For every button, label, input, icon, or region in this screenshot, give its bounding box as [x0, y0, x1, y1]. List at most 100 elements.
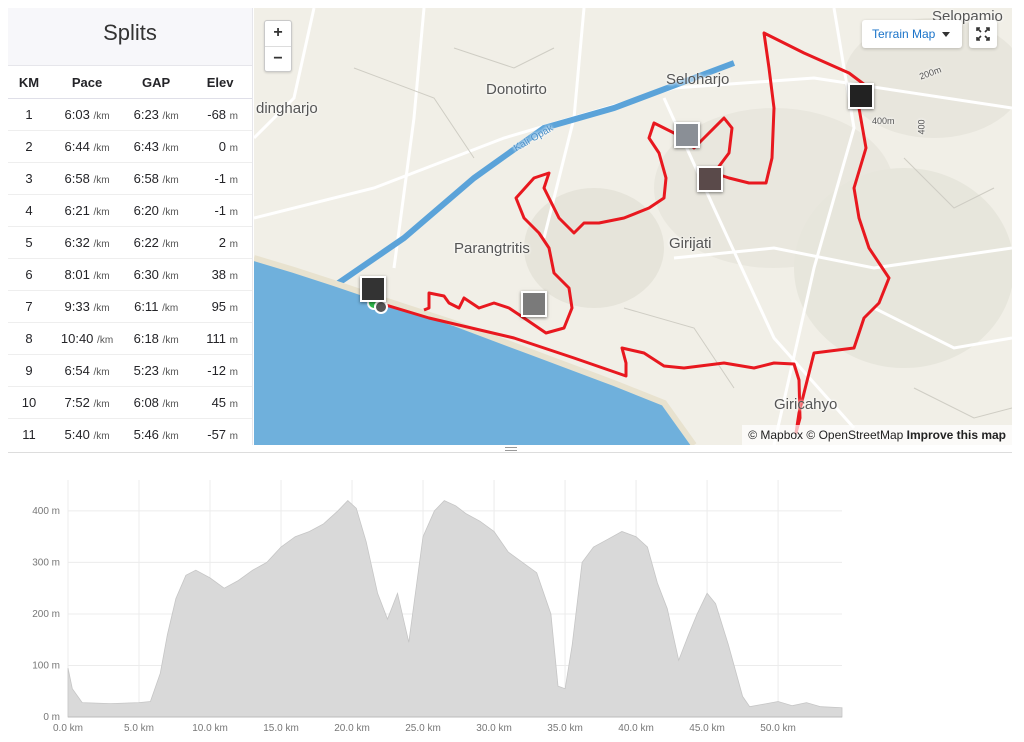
contour-label: 400 — [916, 119, 927, 135]
contour-label: 400m — [872, 116, 895, 126]
split-elev: -1 m — [188, 194, 252, 227]
split-row[interactable]: 3 6:58 /km 6:58 /km -1 m — [8, 162, 252, 195]
split-gap-value: 6:20 — [133, 203, 159, 218]
photo-thumbnail[interactable] — [697, 166, 723, 192]
split-pace-unit: /km — [93, 399, 110, 410]
split-km: 10 — [8, 386, 50, 419]
split-pace-value: 6:32 — [64, 235, 90, 250]
split-km-value: 11 — [22, 427, 36, 442]
split-row[interactable]: 5 6:32 /km 6:22 /km 2 m — [8, 226, 252, 259]
split-km: 7 — [8, 290, 50, 323]
split-elev-value: 2 — [218, 235, 227, 250]
x-tick-label: 25.0 km — [405, 723, 441, 734]
split-elev: 0 m — [188, 130, 252, 163]
split-elev: 95 m — [188, 290, 252, 323]
split-row[interactable]: 7 9:33 /km 6:11 /km 95 m — [8, 290, 252, 323]
split-elev-unit: m — [229, 303, 238, 314]
photo-thumbnail[interactable] — [848, 83, 874, 109]
split-pace-value: 6:58 — [64, 171, 90, 186]
split-pace-unit: /km — [93, 111, 110, 122]
elevation-chart[interactable]: 0 m 100 m 200 m 300 m 400 m 0.0 km 5.0 km 10.0… — [0, 455, 1024, 742]
split-gap-unit: /km — [162, 399, 179, 410]
map-type-label: Terrain Map — [872, 27, 936, 41]
split-km-value: 2 — [25, 139, 33, 154]
split-row[interactable]: 2 6:44 /km 6:43 /km 0 m — [8, 130, 252, 163]
split-pace: 6:44 /km — [50, 130, 125, 163]
split-gap-value: 6:08 — [133, 395, 159, 410]
split-km-value: 10 — [21, 395, 37, 410]
mapbox-attribution-link[interactable]: © Mapbox — [748, 428, 804, 442]
split-km: 2 — [8, 130, 50, 163]
split-km-value: 6 — [25, 267, 33, 282]
x-tick-label: 10.0 km — [192, 723, 228, 734]
osm-attribution-link[interactable]: © OpenStreetMap — [806, 428, 904, 442]
splits-panel: Splits KM Pace GAP Elev 1 6:03 /km 6:23 /k… — [8, 8, 253, 445]
split-km-value: 4 — [25, 203, 33, 218]
photo-thumbnail[interactable] — [521, 291, 547, 317]
split-pace-value: 6:03 — [64, 107, 90, 122]
split-gap-value: 6:22 — [133, 235, 159, 250]
split-elev-unit: m — [229, 239, 238, 250]
split-gap: 5:46 /km — [124, 418, 189, 445]
zoom-in-button[interactable]: + — [265, 21, 291, 47]
x-tick-label: 35.0 km — [547, 723, 583, 734]
zoom-controls: + − — [264, 20, 292, 72]
splits-title: Splits — [8, 8, 252, 66]
split-row[interactable]: 8 10:40 /km 6:18 /km 111 m — [8, 322, 252, 355]
split-pace-unit: /km — [93, 431, 110, 442]
split-gap-unit: /km — [162, 207, 179, 218]
elevation-area — [67, 500, 843, 718]
y-axis: 0 m 100 m 200 m 300 m 400 m — [32, 506, 60, 723]
map-type-dropdown[interactable]: Terrain Map — [862, 20, 962, 48]
split-pace-unit: /km — [97, 335, 114, 346]
split-elev-value: -1 — [214, 203, 227, 218]
panel-resize-handle[interactable] — [505, 447, 517, 453]
split-row[interactable]: 11 5:40 /km 5:46 /km -57 m — [8, 418, 252, 445]
y-tick-label: 200 m — [32, 609, 60, 620]
split-elev-unit: m — [229, 399, 238, 410]
fullscreen-button[interactable] — [969, 20, 997, 48]
split-row[interactable]: 4 6:21 /km 6:20 /km -1 m — [8, 194, 252, 227]
x-tick-label: 5.0 km — [124, 723, 154, 734]
split-elev-value: 45 — [211, 395, 227, 410]
split-pace: 9:33 /km — [50, 290, 125, 323]
split-km: 6 — [8, 258, 50, 291]
split-elev-value: -68 — [207, 107, 227, 122]
place-label: Giricahyo — [774, 396, 838, 413]
x-tick-label: 20.0 km — [334, 723, 370, 734]
split-row[interactable]: 9 6:54 /km 5:23 /km -12 m — [8, 354, 252, 387]
split-gap: 6:23 /km — [124, 98, 189, 131]
split-gap: 6:18 /km — [124, 322, 189, 355]
route-map[interactable]: Selopamio Donotirto Seloharjo Parangtrit… — [254, 8, 1012, 445]
photo-thumbnail[interactable] — [674, 122, 700, 148]
split-gap-unit: /km — [162, 175, 179, 186]
split-pace-value: 6:21 — [64, 203, 90, 218]
split-gap-value: 6:23 — [133, 107, 159, 122]
split-row[interactable]: 6 8:01 /km 6:30 /km 38 m — [8, 258, 252, 291]
split-elev-value: -12 — [207, 363, 227, 378]
split-elev-unit: m — [229, 271, 238, 282]
split-row[interactable]: 10 7:52 /km 6:08 /km 45 m — [8, 386, 252, 419]
split-gap: 6:22 /km — [124, 226, 189, 259]
split-gap-value: 6:30 — [133, 267, 159, 282]
split-km-value: 3 — [25, 171, 33, 186]
split-km-value: 1 — [25, 107, 33, 122]
x-tick-label: 40.0 km — [618, 723, 654, 734]
split-km: 11 — [8, 418, 50, 445]
col-km: KM — [8, 66, 50, 99]
split-row[interactable]: 1 6:03 /km 6:23 /km -68 m — [8, 98, 252, 131]
split-km-value: 7 — [25, 299, 33, 314]
photo-thumbnail[interactable] — [360, 276, 386, 302]
finish-marker[interactable] — [374, 300, 388, 314]
zoom-out-button[interactable]: − — [273, 50, 283, 67]
minor-roads — [353, 47, 1012, 419]
split-elev-unit: m — [229, 207, 238, 218]
split-elev: -57 m — [188, 418, 252, 445]
split-elev-value: -57 — [207, 427, 227, 442]
improve-map-link[interactable]: Improve this map — [906, 428, 1006, 442]
split-elev: 2 m — [188, 226, 252, 259]
split-km: 3 — [8, 162, 50, 195]
split-pace-unit: /km — [93, 303, 110, 314]
col-pace: Pace — [50, 66, 125, 99]
split-elev: -12 m — [188, 354, 252, 387]
